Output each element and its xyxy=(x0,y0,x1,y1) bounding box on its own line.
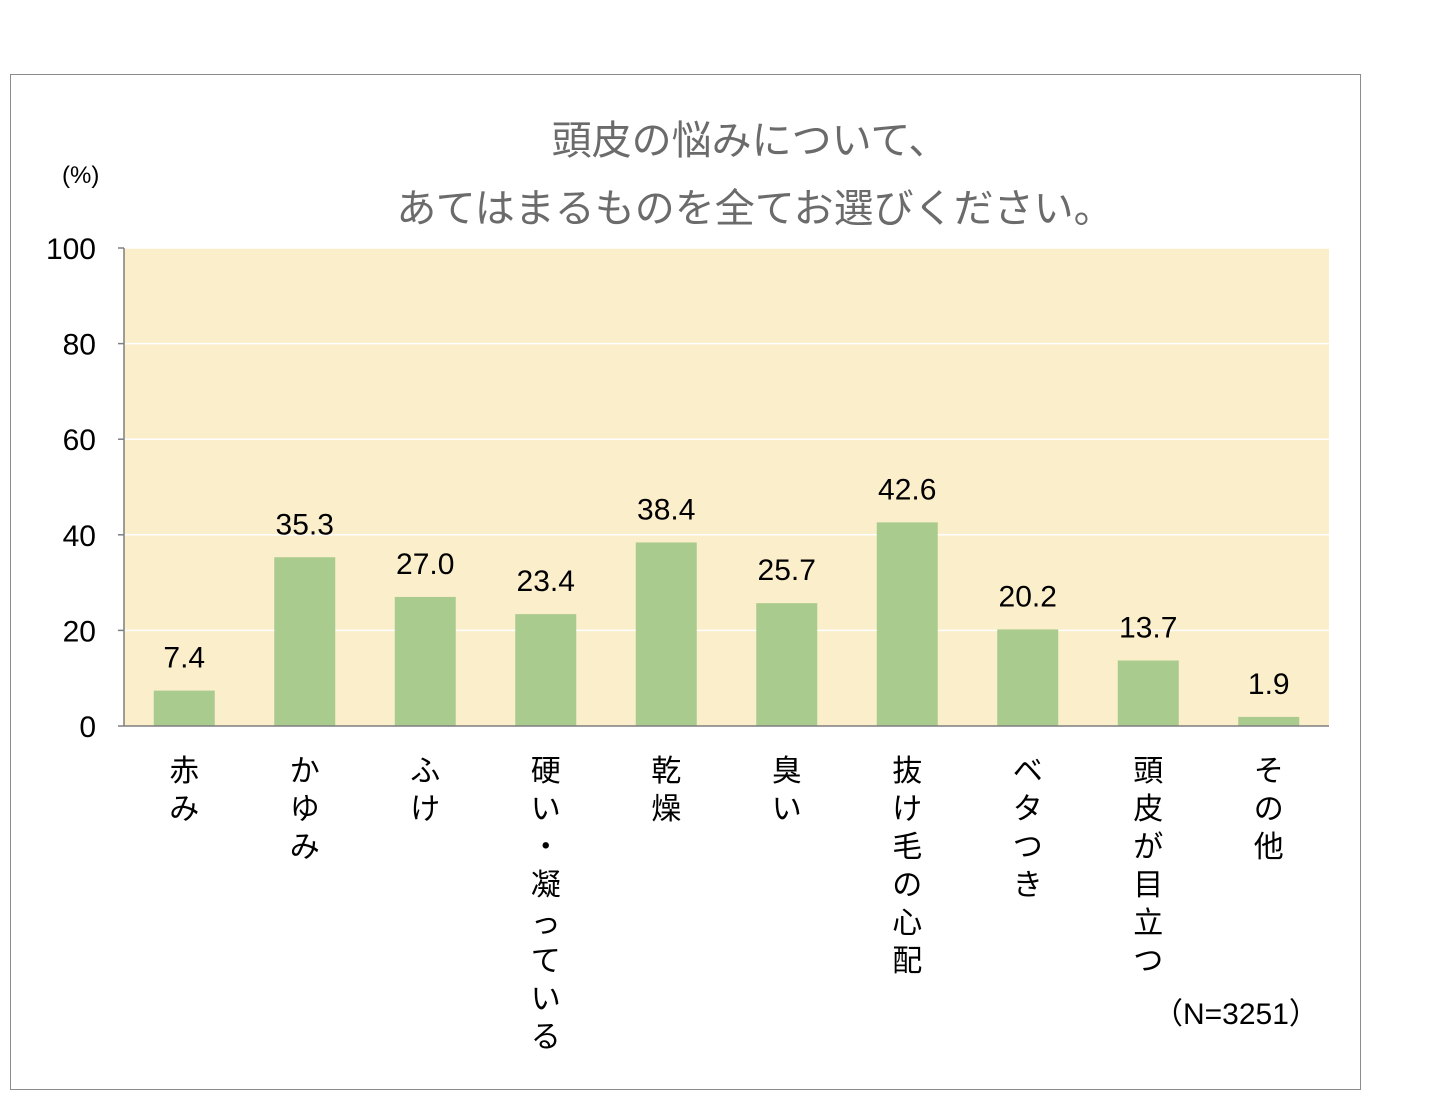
value-label: 7.4 xyxy=(163,642,205,675)
y-tick-label: 20 xyxy=(63,615,96,648)
chart-title-line-1: 頭皮の悩みについて、 xyxy=(552,118,949,164)
chart-title-line-2: あてはまるものを全てお選びください。 xyxy=(396,186,1113,232)
category-label: ベタつき xyxy=(1013,754,1043,903)
category-label: 乾燥 xyxy=(651,754,681,827)
category-label: 赤み xyxy=(169,754,199,827)
sample-size-note: （N=3251） xyxy=(1153,998,1319,1031)
category-label: その他 xyxy=(1254,754,1284,865)
y-tick-label: 80 xyxy=(63,329,96,362)
value-label: 13.7 xyxy=(1119,612,1177,645)
y-tick-label: 100 xyxy=(46,233,96,266)
bar xyxy=(997,629,1059,726)
y-tick-label: 60 xyxy=(63,424,96,457)
value-label: 1.9 xyxy=(1248,668,1290,701)
category-labels: 赤み かゆみ ふけ 硬い・凝っている 乾燥 臭い 抜け毛の心配 ベタつき 頭皮が目立つ その他 xyxy=(169,754,1284,1055)
category-label: かゆみ xyxy=(290,754,320,865)
bar xyxy=(756,603,818,726)
bar xyxy=(515,614,577,726)
value-label: 27.0 xyxy=(396,548,454,581)
y-tick-label: 40 xyxy=(63,520,96,553)
bar xyxy=(153,690,215,726)
bar xyxy=(274,557,336,726)
bar xyxy=(1117,660,1179,726)
value-label: 42.6 xyxy=(878,473,936,506)
y-tick-labels: 0 20 40 60 80 100 xyxy=(46,233,96,744)
y-tick-label: 0 xyxy=(79,711,96,744)
axes xyxy=(118,247,1329,727)
chart-frame xyxy=(10,74,1361,1090)
value-label: 38.4 xyxy=(637,493,695,526)
value-label: 23.4 xyxy=(517,565,575,598)
value-label: 20.2 xyxy=(999,580,1057,613)
category-label: 硬い・凝っている xyxy=(531,754,561,1055)
category-label: 頭皮が目立つ xyxy=(1133,754,1163,979)
category-label: 抜け毛の心配 xyxy=(892,754,922,979)
bar xyxy=(1238,716,1300,726)
value-label: 35.3 xyxy=(276,508,334,541)
value-labels: 7.4 35.3 27.0 23.4 38.4 25.7 42.6 20.2 13.7 1.9 xyxy=(163,473,1289,701)
bar xyxy=(635,542,697,726)
bar xyxy=(876,522,938,726)
category-label: ふけ xyxy=(410,754,440,827)
category-label: 臭い xyxy=(772,754,802,827)
bar xyxy=(394,596,456,726)
bars xyxy=(153,522,1300,726)
y-axis-unit: (%) xyxy=(62,162,99,189)
value-label: 25.7 xyxy=(758,554,816,587)
